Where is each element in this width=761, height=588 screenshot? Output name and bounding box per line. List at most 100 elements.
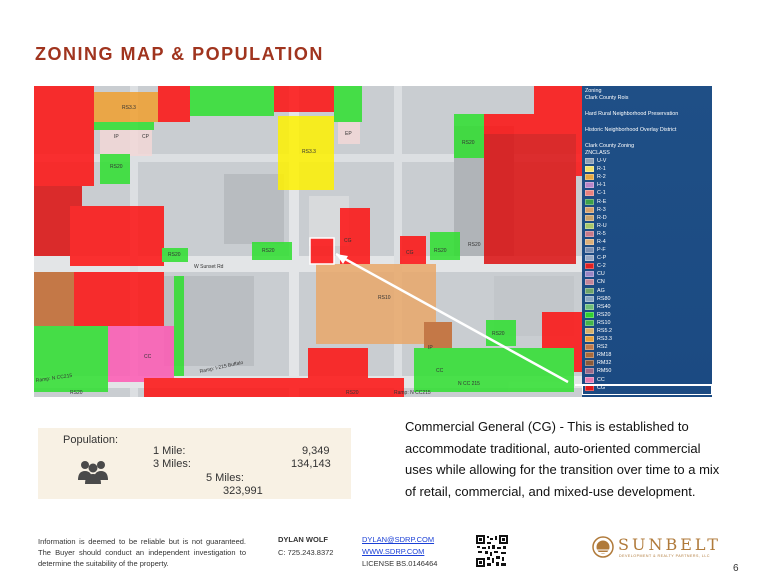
legend-class-list: U-V R-1 R-2 H-1 C-1 R-E R-3 R-D R-U R-5 R-4 P-F C-P C… — [585, 157, 709, 392]
legend-item-label: R-E — [597, 198, 607, 205]
sunbelt-logo: SUNBELT DEVELOPMENT & REALTY PARTNERS, L… — [592, 534, 718, 564]
map-label: CC — [436, 368, 444, 374]
legend-swatch — [585, 198, 594, 205]
map-label: IP — [428, 345, 433, 351]
legend-item-label: RS10 — [597, 319, 611, 326]
legend-item-label: C-1 — [597, 190, 606, 197]
legend-class-title: ZNCLASS — [585, 150, 610, 156]
qr-code[interactable] — [476, 535, 508, 567]
legend-item: U-V — [585, 157, 709, 165]
legend-item-label: RS3.3 — [597, 336, 612, 343]
license-number: LICENSE BS.0146464 — [362, 559, 438, 568]
legend-item-label: RM50 — [597, 368, 612, 375]
population-1mile-label: 1 Mile: — [153, 445, 186, 457]
legend-item: AG — [585, 287, 709, 295]
legend-swatch — [585, 222, 594, 229]
map-label: RS10 — [378, 295, 391, 301]
street-label: Ramp: N CC215 — [394, 390, 431, 396]
legend-item-label: R-2 — [597, 174, 606, 181]
legend-swatch — [585, 247, 594, 254]
street-label: W Sunset Rd — [194, 264, 224, 270]
legend-item: H-1 — [585, 181, 709, 189]
legend-item-label: P-F — [597, 247, 606, 254]
legend-item: CU — [585, 270, 709, 278]
legend-item-label: R-4 — [597, 238, 606, 245]
legend-swatch — [585, 311, 594, 318]
legend-item: RS5.2 — [585, 327, 709, 335]
legend-swatch — [585, 166, 594, 173]
legend-item-label: RS80 — [597, 295, 611, 302]
disclaimer: Information is deemed to be reliable but… — [38, 537, 246, 568]
legend-layer: Clark County Rois — [585, 95, 629, 101]
map-label: CC — [144, 354, 152, 360]
legend-item-label: R-D — [597, 214, 607, 221]
map-label: RS3.3 — [302, 149, 316, 155]
legend-item: RS10 — [585, 319, 709, 327]
legend-swatch — [585, 336, 594, 343]
legend-item-label: C-2 — [597, 263, 606, 270]
legend-swatch — [585, 368, 594, 375]
legend-item: RS3.3 — [585, 335, 709, 343]
map-label: RS20 — [468, 242, 481, 248]
map-label: CG — [406, 250, 414, 256]
legend-item-label: U-V — [597, 158, 607, 165]
email-link[interactable]: DYLAN@SDRP.COM — [362, 535, 435, 544]
population-3mile-value: 134,143 — [291, 458, 331, 470]
population-label: Population: — [63, 434, 119, 446]
map-label: RS20 — [168, 252, 181, 258]
legend-item: R-E — [585, 197, 709, 205]
logo-tagline: DEVELOPMENT & REALTY PARTNERS, LLC — [619, 554, 710, 558]
page-title: ZONING MAP & POPULATION — [35, 44, 324, 64]
legend-swatch — [585, 279, 594, 286]
legend-item: R-D — [585, 214, 709, 222]
legend-item: RS80 — [585, 295, 709, 303]
map-label: EP — [345, 131, 352, 137]
legend-item: C-1 — [585, 189, 709, 197]
legend-swatch — [585, 174, 594, 181]
map-label: RS20 — [462, 140, 475, 146]
legend-swatch — [585, 287, 594, 294]
legend-item: R-5 — [585, 230, 709, 238]
map-label: RS20 — [70, 390, 83, 396]
legend-item: R-1 — [585, 165, 709, 173]
legend-swatch — [585, 255, 594, 262]
legend-heading: Zoning — [585, 88, 602, 94]
map-label: RS20 — [110, 164, 123, 170]
map-label: CG — [344, 238, 352, 244]
legend-item: RS20 — [585, 311, 709, 319]
highlight-line — [575, 384, 712, 386]
legend-item-label: C-P — [597, 255, 607, 262]
legend-item: R-3 — [585, 206, 709, 214]
legend-item-label: RM18 — [597, 352, 612, 359]
legend-item-label: RS5.2 — [597, 328, 612, 335]
legend-item-label: CG — [597, 384, 606, 391]
map-label: RS20 — [434, 248, 447, 254]
legend-item-label: RS2 — [597, 344, 608, 351]
legend-swatch — [585, 376, 594, 383]
zoning-map[interactable]: RS3.3 IP CP RS20 RS3.3 EP RS20 RS20 RS20… — [34, 86, 712, 397]
population-3mile-label: 3 Miles: — [153, 458, 191, 470]
legend-item: RS2 — [585, 343, 709, 351]
legend-swatch — [585, 352, 594, 359]
legend-swatch — [585, 271, 594, 278]
legend-item-label: R-3 — [597, 206, 606, 213]
legend-swatch — [585, 360, 594, 367]
legend-item-label: R-5 — [597, 230, 606, 237]
legend-item: R-4 — [585, 238, 709, 246]
legend-item: C-P — [585, 254, 709, 262]
legend-item-label: CU — [597, 271, 605, 278]
legend-item-label: RS40 — [597, 303, 611, 310]
logo-wordmark: SUNBELT — [618, 535, 721, 554]
zoning-description: Commercial General (CG) - This is establ… — [405, 419, 720, 499]
website-link[interactable]: WWW.SDRP.COM — [362, 547, 425, 556]
map-label: RS20 — [262, 248, 275, 254]
legend-item: RM50 — [585, 367, 709, 375]
legend-item-label: R-1 — [597, 166, 606, 173]
legend-item-label: RS20 — [597, 311, 611, 318]
legend-swatch — [585, 295, 594, 302]
map-label: RS20 — [346, 390, 359, 396]
legend-item-label: AG — [597, 287, 605, 294]
legend-item-label: R-U — [597, 222, 607, 229]
map-label: RS20 — [492, 331, 505, 337]
legend-layer: Hard Rural Neighborhood Preservation — [585, 111, 679, 117]
